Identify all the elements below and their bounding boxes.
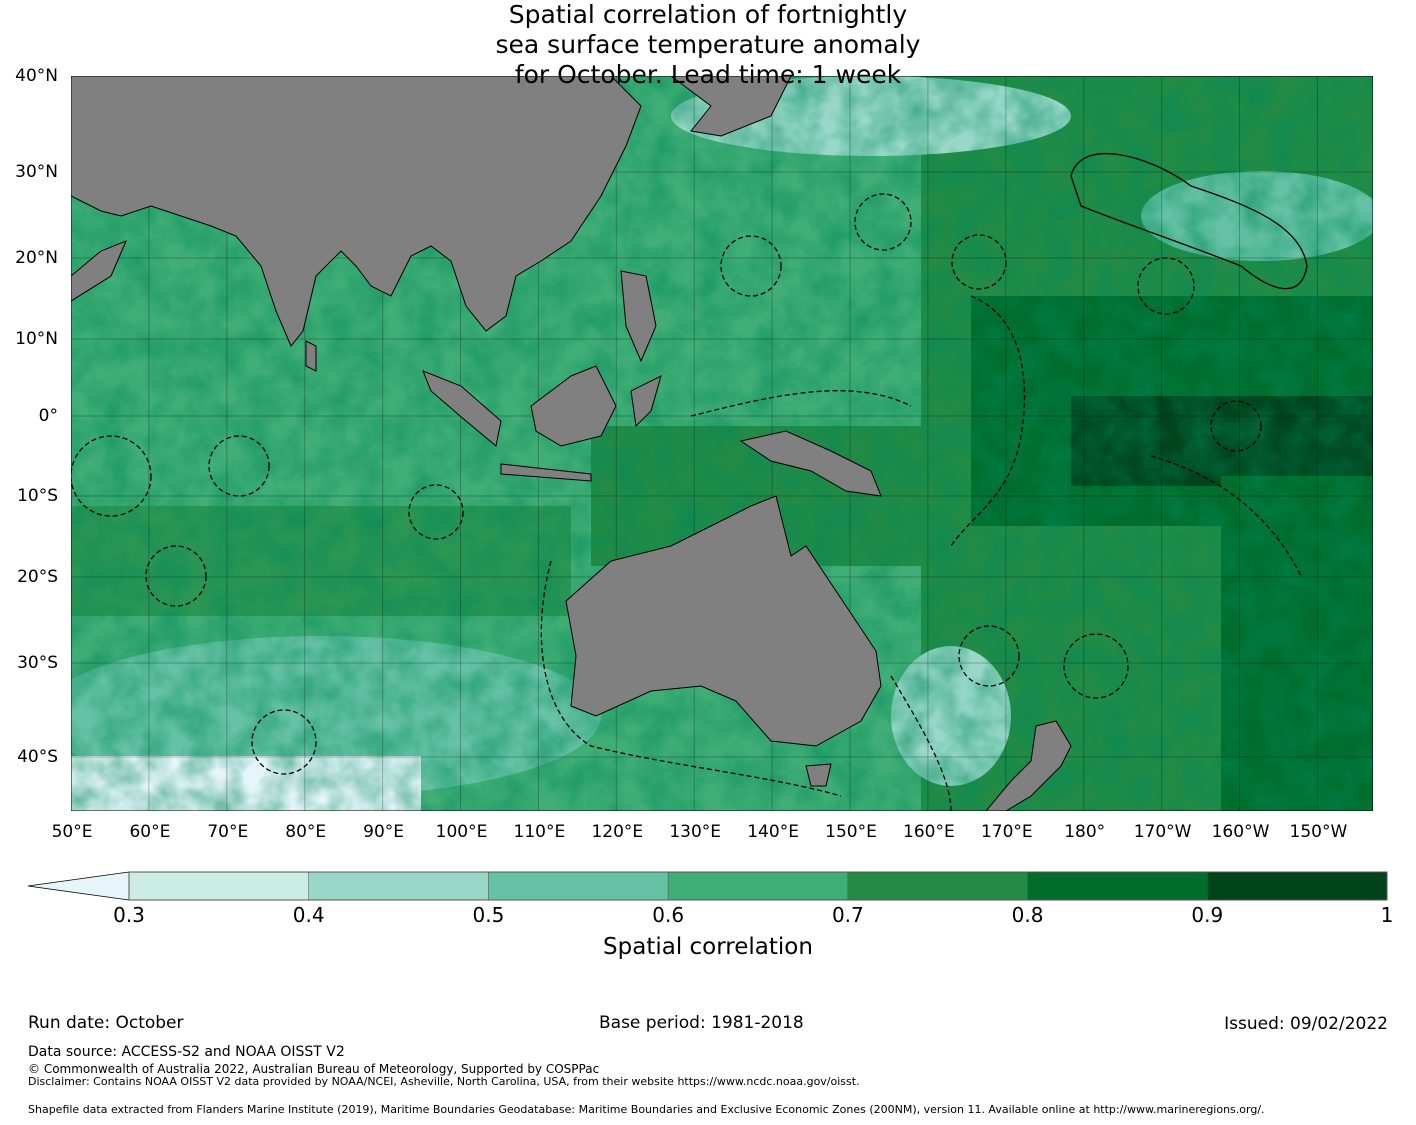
x-tick: 70°E: [207, 822, 249, 842]
issued-date: Issued: 09/02/2022: [1224, 1014, 1388, 1034]
disclaimer: Disclaimer: Contains NOAA OISST V2 data …: [28, 1075, 860, 1088]
y-tick: 20°N: [15, 248, 58, 268]
land-new-guinea: [739, 430, 882, 497]
x-tick: 90°E: [363, 822, 405, 842]
colorbar-segment: [488, 871, 669, 901]
x-tick: 100°E: [435, 822, 488, 842]
colorbar-tick: 0.6: [652, 903, 685, 927]
x-tick: 60°E: [129, 822, 171, 842]
copyright: © Commonwealth of Australia 2022, Austra…: [28, 1062, 600, 1076]
x-tick: 150°W: [1289, 822, 1348, 842]
x-tick: 130°E: [669, 822, 722, 842]
colorbar-segment: [1027, 871, 1208, 901]
title-line: for October. Lead time: 1 week: [514, 60, 902, 89]
colorbar: [27, 871, 1388, 901]
x-tick: 150°E: [825, 822, 877, 842]
x-tick: 170°W: [1133, 822, 1192, 842]
title-line: sea surface temperature anomaly: [495, 30, 921, 59]
x-tick: 180°: [1064, 822, 1106, 842]
land-new-zealand: [985, 720, 1072, 811]
land-australia: [565, 495, 882, 747]
land-sulawesi: [630, 375, 662, 428]
colorbar-extend-arrow: [27, 871, 130, 901]
y-tick: 20°S: [17, 567, 58, 587]
title-line: Spatial correlation of fortnightly: [508, 0, 908, 29]
colorbar-segment: [667, 871, 849, 901]
x-tick: 170°E: [980, 822, 1033, 842]
land-asia: [71, 76, 642, 347]
y-tick: 30°N: [15, 162, 58, 182]
colorbar-tick: 0.3: [113, 903, 145, 927]
colorbar-label: Spatial correlation: [603, 934, 813, 960]
land-philippines: [620, 270, 657, 363]
colorbar-segment: [308, 871, 489, 901]
y-tick: 0°: [38, 406, 58, 426]
colorbar-segment: [847, 871, 1028, 901]
colorbar-tick: 1: [1380, 903, 1394, 927]
colorbar-segment: [128, 871, 309, 901]
run-date: Run date: October: [28, 1013, 184, 1033]
colorbar-segment: [1207, 871, 1388, 901]
colorbar-tick: 0.4: [292, 903, 325, 927]
x-tick: 160°E: [903, 822, 955, 842]
y-tick: 40°N: [15, 66, 58, 86]
data-source: Data source: ACCESS-S2 and NOAA OISST V2: [28, 1044, 345, 1060]
y-tick: 30°S: [17, 653, 58, 673]
eez-boundaries: [71, 152, 1308, 811]
land-borneo: [530, 365, 617, 447]
colorbar-tick: 0.9: [1191, 903, 1224, 927]
land-arabia: [71, 240, 127, 302]
colorbar-tick: 0.8: [1011, 903, 1044, 927]
y-tick: 10°S: [17, 486, 58, 506]
x-tick: 50°E: [51, 822, 93, 842]
land-japan: [670, 76, 792, 137]
x-tick: 110°E: [513, 822, 566, 842]
colorbar-tick: 0.5: [472, 903, 505, 927]
x-tick: 160°W: [1211, 822, 1270, 842]
base-period: Base period: 1981-2018: [599, 1013, 804, 1033]
colorbar-frame: [128, 871, 1388, 901]
land-java: [500, 463, 592, 482]
land-sri-lanka: [305, 340, 317, 372]
y-tick: 10°N: [15, 329, 58, 349]
land-sumatra: [422, 370, 502, 447]
x-tick: 140°E: [747, 822, 799, 842]
x-tick: 120°E: [591, 822, 644, 842]
x-tick: 80°E: [285, 822, 327, 842]
colorbar-tick: 0.7: [831, 903, 864, 927]
land-tasmania: [805, 763, 832, 787]
land: [71, 76, 1072, 811]
y-tick: 40°S: [17, 747, 58, 767]
correlation-map: [71, 76, 1373, 811]
shapefile-credit: Shapefile data extracted from Flanders M…: [28, 1103, 1265, 1116]
map-title: Spatial correlation of fortnightly sea s…: [0, 0, 1416, 90]
